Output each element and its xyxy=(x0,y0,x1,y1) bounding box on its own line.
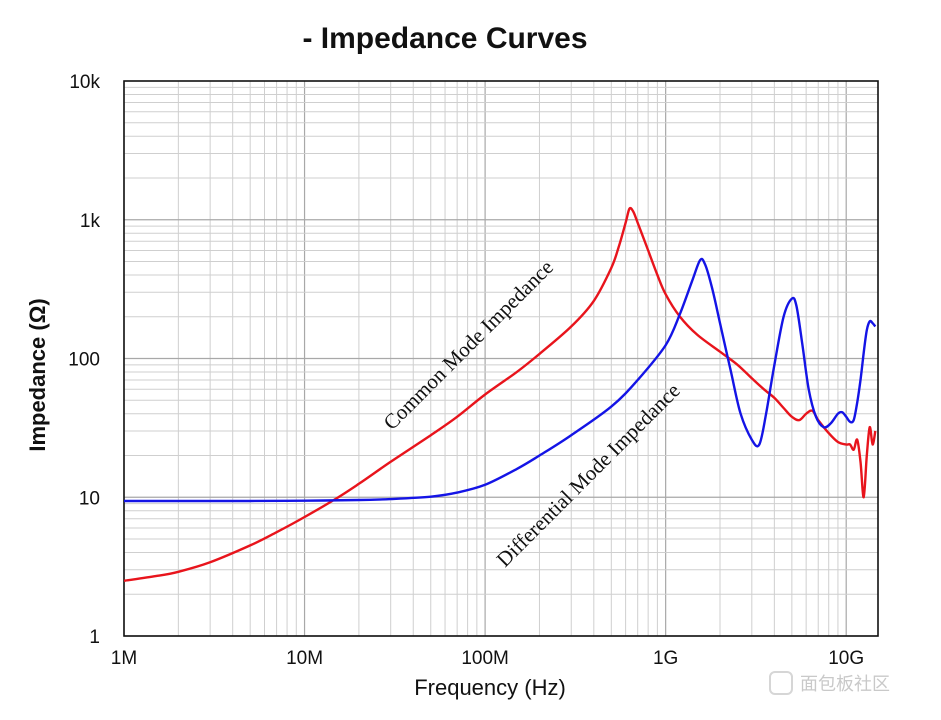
plot-frame xyxy=(123,80,879,637)
x-tick-label: 10M xyxy=(286,648,323,669)
x-tick-label: 1M xyxy=(111,648,137,669)
differential-mode-impedance-line xyxy=(123,257,877,503)
x-tick-label: 1G xyxy=(653,648,678,669)
y-tick-label: 1 xyxy=(89,627,100,648)
common-mode-impedance-line xyxy=(123,206,877,582)
y-tick-label: 1k xyxy=(80,211,101,232)
axis-ticks: 1M 10M 100M 1G 10G 1 10 100 1k 10k xyxy=(68,72,864,669)
y-axis-label: Impedance (Ω) xyxy=(25,298,50,451)
x-tick-label: 10G xyxy=(828,648,864,669)
y-tick-label: 10k xyxy=(69,72,100,93)
x-axis-label: Frequency (Hz) xyxy=(414,675,566,700)
differential-mode-annotation: Differential Mode Impedance xyxy=(492,378,685,571)
y-tick-label: 100 xyxy=(68,350,100,371)
watermark: 面包板社区 xyxy=(769,671,890,695)
watermark-logo-icon xyxy=(769,671,793,695)
x-tick-label: 100M xyxy=(461,648,509,669)
watermark-text: 面包板社区 xyxy=(800,674,890,695)
chart-title: - Impedance Curves xyxy=(302,22,587,55)
series-group xyxy=(123,206,877,582)
y-tick-label: 10 xyxy=(79,488,100,509)
